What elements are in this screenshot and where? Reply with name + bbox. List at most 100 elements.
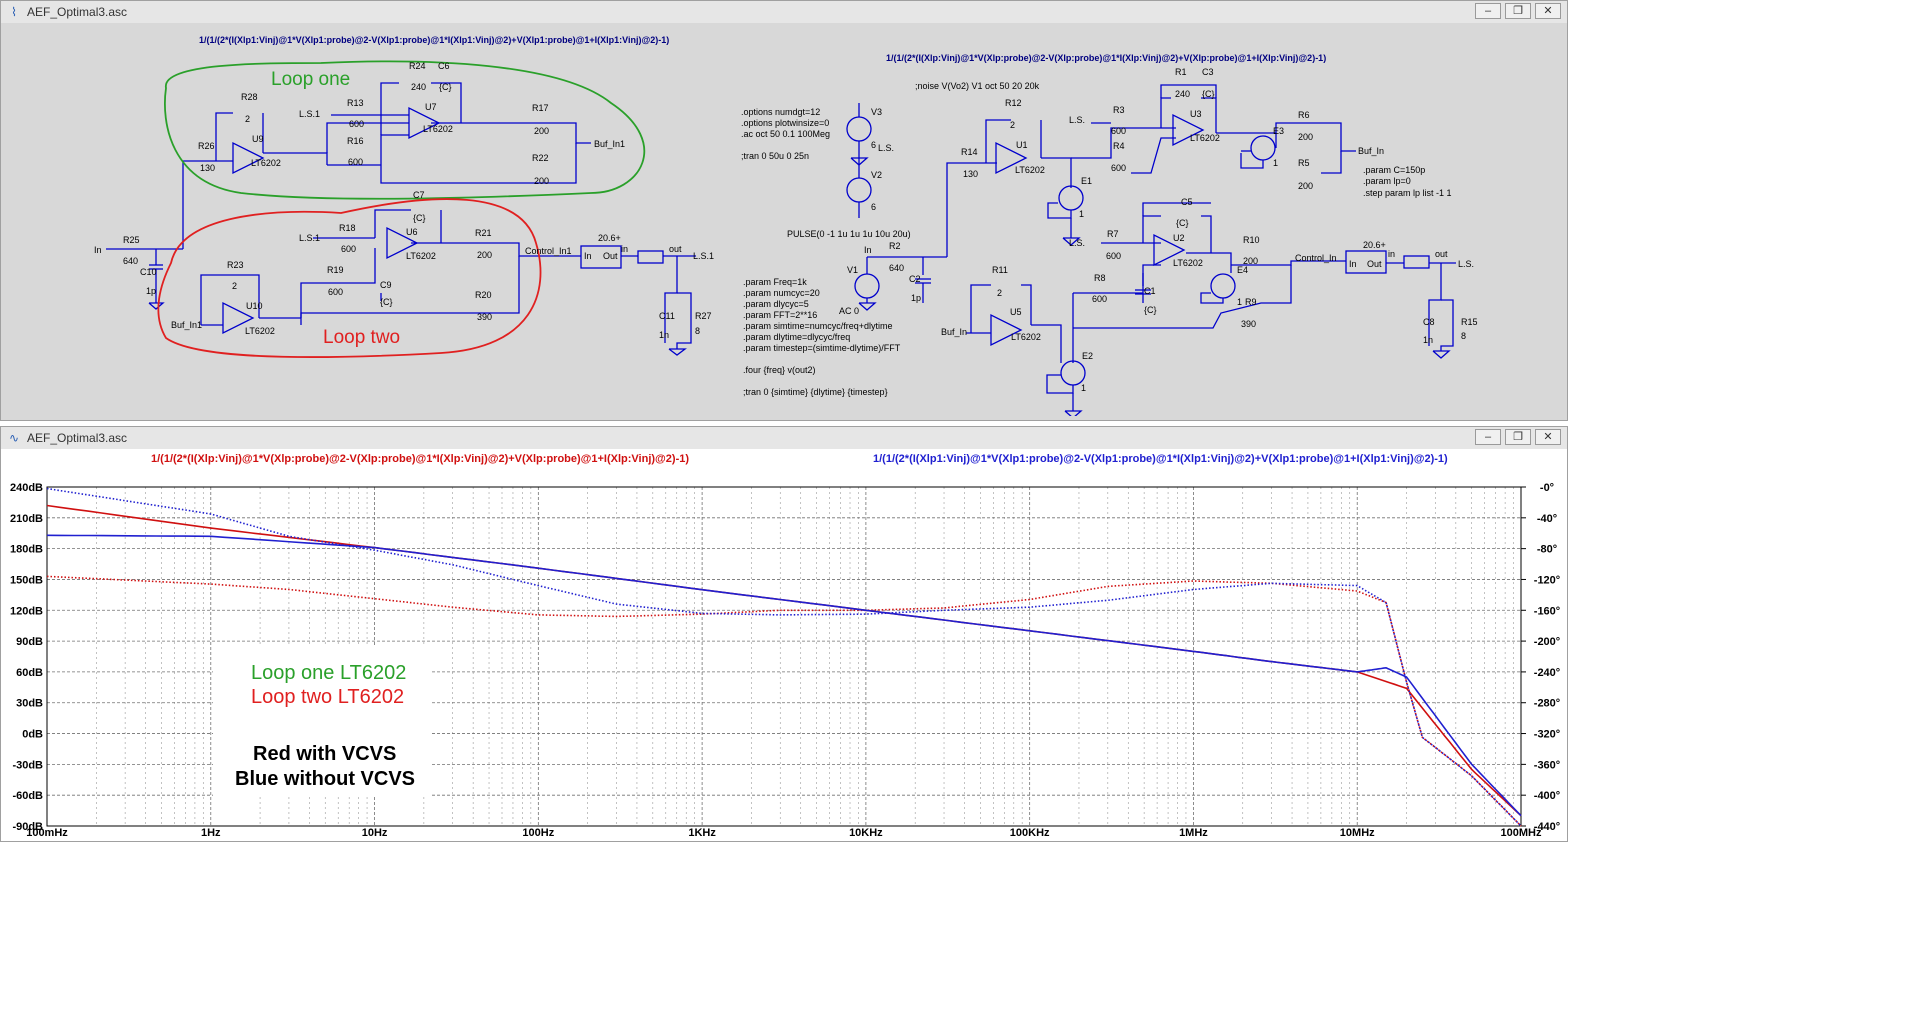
label-value: 600 xyxy=(348,157,363,167)
minimize-button[interactable]: – xyxy=(1475,429,1501,445)
y-tick-label-left: 90dB xyxy=(16,636,43,648)
schematic-canvas[interactable]: 1/(1/(2*(I(Xlp1:Vinj)@1*V(Xlp1:probe)@2-… xyxy=(13,25,1555,416)
label-e3: E3 xyxy=(1273,126,1284,136)
label-value: 200 xyxy=(1298,181,1313,191)
label-gain: 20.6+ xyxy=(1363,240,1386,250)
restore-button[interactable]: ❐ xyxy=(1505,429,1531,445)
y-tick-label-left: 180dB xyxy=(10,544,43,556)
minimize-button[interactable]: – xyxy=(1475,3,1501,19)
y-tick-label-left: -30dB xyxy=(12,759,43,771)
label-value: {C} xyxy=(413,213,426,223)
label-net: Buf_In1 xyxy=(594,139,625,149)
trace-blue-phase xyxy=(46,487,1522,827)
param-line: .param timestep=(simtime-dlytime)/FFT xyxy=(743,343,901,353)
restore-button[interactable]: ❐ xyxy=(1505,3,1531,19)
y-tick-label-left: 30dB xyxy=(16,698,43,710)
schematic-labels: 1/(1/(2*(I(Xlp1:Vinj)@1*V(Xlp1:probe)@2-… xyxy=(199,35,1326,63)
label-r20: R20 xyxy=(475,290,492,300)
label-pin: out xyxy=(669,244,682,254)
label-value: 1 xyxy=(1081,383,1086,393)
y-tick-label-left: 120dB xyxy=(10,605,43,617)
plot-grid xyxy=(46,486,1522,827)
x-tick-label: 100MHz xyxy=(1501,827,1542,839)
label-value: 200 xyxy=(1243,256,1258,266)
y-tick-label-right: -200° xyxy=(1534,636,1560,648)
y-tick-label-left: 0dB xyxy=(22,729,43,741)
label-opamp: LT6202 xyxy=(423,124,453,134)
plot-axes: 100mHz 1Hz 10Hz 100Hz 1KHz 10KHz 100KHz 1MHz 10M… xyxy=(10,482,1560,839)
annotation-red: Red with VCVS xyxy=(253,743,396,765)
label-r23: R23 xyxy=(227,260,244,270)
label-r3: R3 xyxy=(1113,105,1125,115)
label-e4: E4 xyxy=(1237,265,1248,275)
loop-two-label: Loop two xyxy=(323,327,400,348)
label-value: 600 xyxy=(1111,163,1126,173)
annotation-loop-two: Loop two LT6202 xyxy=(251,686,404,708)
label-u5: U5 xyxy=(1010,307,1022,317)
label-opamp: LT6202 xyxy=(1190,133,1220,143)
plot-window[interactable]: ∿ AEF_Optimal3.asc – ❐ ✕ 1/(1/(2*(I(Xlp:… xyxy=(0,426,1568,842)
label-net: L.S.1 xyxy=(299,109,320,119)
label-r18: R18 xyxy=(339,223,356,233)
y-tick-label-right: -280° xyxy=(1534,698,1560,710)
label-r26: R26 xyxy=(198,141,215,151)
param-directives: .param Freq=1k .param numcyc=20 .param d… xyxy=(743,165,1452,397)
close-button[interactable]: ✕ xyxy=(1535,429,1561,445)
x-tick-label: 10Hz xyxy=(362,827,388,839)
label-value: {C} xyxy=(1202,89,1215,99)
label-pin: out xyxy=(1435,249,1448,259)
x-tick-label: 10MHz xyxy=(1340,827,1375,839)
label-c9: C9 xyxy=(380,280,392,290)
label-r5: R5 xyxy=(1298,158,1310,168)
label-u7: U7 xyxy=(425,102,437,112)
param-right-line: .param lp=0 xyxy=(1363,176,1411,186)
label-pin: In xyxy=(584,251,592,261)
y-tick-label-left: -90dB xyxy=(12,821,43,833)
close-button[interactable]: ✕ xyxy=(1535,3,1561,19)
y-tick-label-right: -440° xyxy=(1534,821,1560,833)
label-r4: R4 xyxy=(1113,141,1125,151)
ac-text: AC 0 xyxy=(839,306,859,316)
label-value: 240 xyxy=(1175,89,1190,99)
label-u3: U3 xyxy=(1190,109,1202,119)
param-line: .param dlycyc=5 xyxy=(743,299,809,309)
x-tick-label: 100Hz xyxy=(522,827,554,839)
label-net: L.S. xyxy=(1069,115,1085,125)
label-value: 2 xyxy=(245,114,250,124)
label-c6: C6 xyxy=(438,61,450,71)
label-value: 200 xyxy=(1298,132,1313,142)
schematic-window[interactable]: ⌇ AEF_Optimal3.asc – ❐ ✕ xyxy=(0,0,1568,421)
x-tick-label: 100KHz xyxy=(1010,827,1050,839)
schematic-titlebar[interactable]: ⌇ AEF_Optimal3.asc – ❐ ✕ xyxy=(1,1,1567,23)
label-value: {C} xyxy=(380,297,393,307)
schematic-opamps xyxy=(222,106,1205,347)
label-value: 640 xyxy=(123,256,138,266)
label-r7: R7 xyxy=(1107,229,1119,239)
label-net: Control_In1 xyxy=(525,246,572,256)
label-gain: 20.6+ xyxy=(598,233,621,243)
label-value: 2 xyxy=(1010,120,1015,130)
param-line: .param Freq=1k xyxy=(743,277,807,287)
param-line: .four {freq} v(out2) xyxy=(743,365,816,375)
label-v1: V1 xyxy=(847,265,858,275)
y-tick-label-left: 210dB xyxy=(10,513,43,525)
directive-line: .ac oct 50 0.1 100Meg xyxy=(741,129,830,139)
plot-titlebar[interactable]: ∿ AEF_Optimal3.asc – ❐ ✕ xyxy=(1,427,1567,449)
bode-plot[interactable]: 1/(1/(2*(I(Xlp:Vinj)@1*V(Xlp:probe)@2-V(… xyxy=(1,449,1567,841)
label-net: Buf_In xyxy=(1358,146,1384,156)
label-value: 1p xyxy=(911,293,921,303)
y-tick-label-right: -0° xyxy=(1540,482,1554,494)
label-opamp: LT6202 xyxy=(1015,165,1045,175)
loop-one-label: Loop one xyxy=(271,69,350,90)
annotation-loop-one: Loop one LT6202 xyxy=(251,662,406,684)
label-pin: in xyxy=(621,244,628,254)
directive-line: .options numdgt=12 xyxy=(741,107,820,117)
label-value: 6 xyxy=(871,202,876,212)
label-r1: R1 xyxy=(1175,67,1187,77)
x-tick-label: 100mHz xyxy=(26,827,68,839)
label-net: Control_In xyxy=(1295,253,1337,263)
label-pin: in xyxy=(1388,249,1395,259)
label-e2: E2 xyxy=(1082,351,1093,361)
label-r16: R16 xyxy=(347,136,364,146)
y-tick-label-right: -80° xyxy=(1537,544,1557,556)
